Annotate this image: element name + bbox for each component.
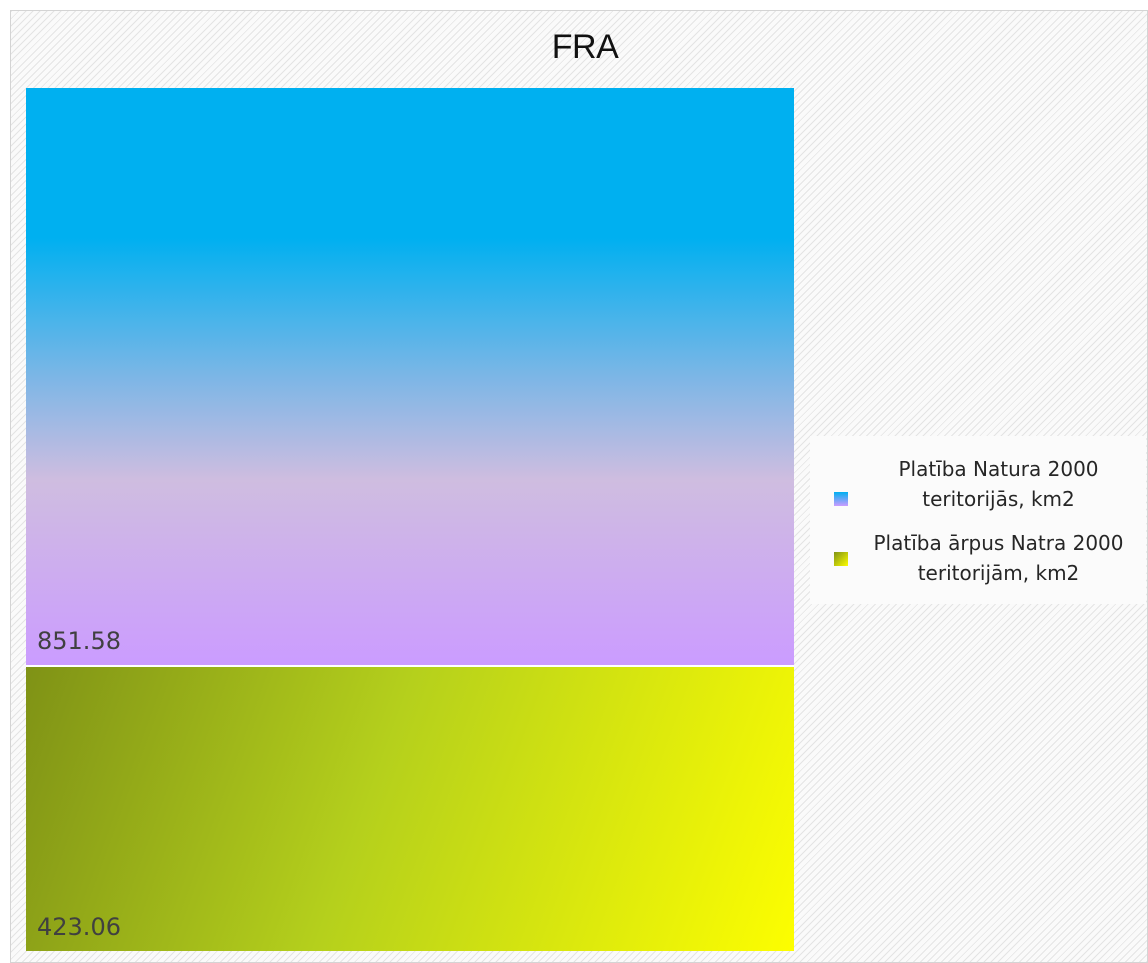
- chart-title: FRA: [551, 28, 619, 66]
- legend-label-natura-2000: Platība Natura 2000 teritorijās, km2: [898, 457, 1099, 511]
- legend-label-outside-natura-2000: Platība ārpus Natra 2000 teritorijām, km…: [873, 531, 1124, 585]
- treemap-plot: 851.58 423.06: [26, 88, 794, 951]
- tile-outside-natura-2000[interactable]: 423.06: [26, 665, 794, 951]
- legend-swatch-natura-2000: [834, 492, 848, 506]
- legend-swatch-outside-natura-2000: [834, 552, 848, 566]
- tile-natura-2000[interactable]: 851.58: [26, 88, 794, 665]
- legend: Platība Natura 2000 teritorijās, km2 Pla…: [810, 436, 1146, 604]
- tile-natura-2000-value: 851.58: [37, 627, 121, 655]
- tile-outside-natura-2000-value: 423.06: [37, 913, 121, 941]
